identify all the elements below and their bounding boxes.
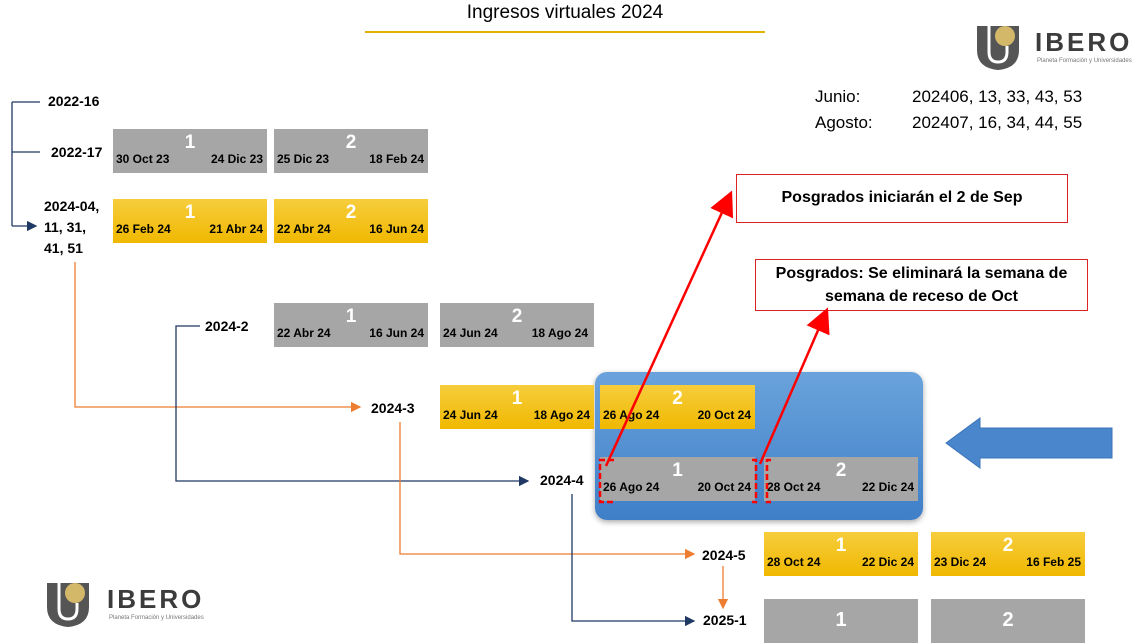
period-start: 22 Abr 24 <box>277 326 331 340</box>
legend-month: Agosto: <box>815 113 873 132</box>
note-posgrados-sep: Posgrados iniciarán el 2 de Sep <box>736 174 1068 223</box>
period-end: 20 Oct 24 <box>697 408 751 422</box>
period-number: 2 <box>672 388 683 409</box>
period-start: 25 Dic 23 <box>277 152 330 166</box>
period-number: 2 <box>1002 609 1014 631</box>
cohort-2024-04: 2024-04, 11, 31, 41, 51 <box>44 198 100 256</box>
red-bracket-left <box>598 458 614 504</box>
period-block-2024-5-1: 28 Oct 24 1 22 Dic 24 <box>764 532 918 576</box>
period-start: 22 Abr 24 <box>277 222 331 236</box>
ibero-logo-top: IBERO Planeta Formación y Universidades <box>975 22 1135 72</box>
legend-codes: 202406, 13, 33, 43, 53 <box>912 87 1083 106</box>
period-start: 24 Jun 24 <box>443 408 498 422</box>
period-block-2024-2-1: 22 Abr 24 1 16 Jun 24 <box>274 303 428 347</box>
note-posgrados-receso: Posgrados: Se eliminará la semana de sem… <box>755 259 1088 311</box>
period-block-2024-5-2: 23 Dic 24 2 16 Feb 25 <box>931 532 1085 576</box>
period-number: 2 <box>345 202 357 223</box>
period-number: 2 <box>345 132 357 153</box>
period-number: 1 <box>835 535 847 556</box>
period-end: 22 Dic 24 <box>861 480 914 494</box>
ibero-shield-icon <box>47 583 89 627</box>
period-block-2022-17-2: 25 Dic 23 2 18 Feb 24 <box>274 129 428 173</box>
arrow-2024-04-to-2024-3 <box>74 262 362 413</box>
big-left-arrow-icon <box>945 417 1113 469</box>
period-block-2024-3-1: 24 Jun 24 1 18 Ago 24 <box>440 385 594 429</box>
period-end: 18 Feb 24 <box>369 152 424 166</box>
period-number: 2 <box>1002 535 1014 556</box>
red-arrow-to-note-sep <box>604 190 734 467</box>
cohort-2025-1: 2025-1 <box>703 612 747 628</box>
cohort-2022-16: 2022-16 <box>48 93 100 109</box>
note-text: Posgrados iniciarán el 2 de Sep <box>781 189 1023 206</box>
period-number: 1 <box>511 388 523 409</box>
period-block-2024-2-2: 24 Jun 24 2 18 Ago 24 <box>440 303 594 347</box>
period-number: 2 <box>511 306 523 327</box>
brand-name: IBERO <box>1035 27 1133 57</box>
red-bracket-right-b <box>765 458 771 504</box>
brand-tagline: Planeta Formación y Universidades <box>109 615 204 621</box>
red-arrow-to-note-receso <box>758 307 830 465</box>
cohort-2022-17: 2022-17 <box>51 144 103 160</box>
legend-codes: 202407, 16, 34, 44, 55 <box>912 113 1083 132</box>
cohort-2024-4: 2024-4 <box>540 472 584 488</box>
period-end: 16 Jun 24 <box>369 326 424 340</box>
note-text: Posgrados: Se eliminará la semana de sem… <box>775 265 1068 305</box>
period-number: 1 <box>835 609 847 631</box>
brand-name: IBERO <box>107 584 205 614</box>
period-number: 1 <box>345 306 357 327</box>
ibero-shield-icon <box>977 26 1019 70</box>
cohort-2024-3: 2024-3 <box>371 400 415 416</box>
legend-row-agosto: Agosto: 202407, 16, 34, 44, 55 <box>815 110 1082 136</box>
intake-codes-legend: Junio: 202406, 13, 33, 43, 53 Agosto: 20… <box>815 84 1082 136</box>
arrow-2024-2-to-2024-4 <box>175 325 530 487</box>
period-number: 1 <box>184 202 196 223</box>
period-block-2024-04-1: 26 Feb 24 1 21 Abr 24 <box>113 199 267 243</box>
period-number: 2 <box>835 460 847 481</box>
period-end: 16 Jun 24 <box>369 222 424 236</box>
period-end: 21 Abr 24 <box>209 222 263 236</box>
legend-month: Junio: <box>815 87 861 106</box>
brand-tagline: Planeta Formación y Universidades <box>1037 58 1132 64</box>
ibero-logo-bottom: IBERO Planeta Formación y Universidades <box>45 578 215 630</box>
period-start: 26 Ago 24 <box>603 480 660 494</box>
period-number: 1 <box>184 132 196 153</box>
period-block-2025-1-1: 1 <box>764 599 918 643</box>
period-start: 23 Dic 24 <box>934 555 987 569</box>
legend-row-junio: Junio: 202406, 13, 33, 43, 53 <box>815 84 1082 110</box>
period-block-2022-17-1: 30 Oct 23 1 24 Dic 23 <box>113 129 267 173</box>
cohort-2024-2: 2024-2 <box>205 318 249 334</box>
arrow-2024-3-to-2024-5 <box>399 422 696 560</box>
period-end: 20 Oct 24 <box>697 480 751 494</box>
period-start: 26 Ago 24 <box>603 408 660 422</box>
period-start: 30 Oct 23 <box>116 152 170 166</box>
period-number: 1 <box>672 460 683 481</box>
cohort-2024-5: 2024-5 <box>702 547 746 563</box>
period-block-2024-4-2: 28 Oct 24 2 22 Dic 24 <box>764 457 918 501</box>
period-block-2024-04-2: 22 Abr 24 2 16 Jun 24 <box>274 199 428 243</box>
period-end: 18 Ago 24 <box>533 408 590 422</box>
period-start: 28 Oct 24 <box>767 555 821 569</box>
period-start: 26 Feb 24 <box>116 222 171 236</box>
period-start: 24 Jun 24 <box>443 326 498 340</box>
period-start: 28 Oct 24 <box>767 480 821 494</box>
period-end: 22 Dic 24 <box>861 555 914 569</box>
period-end: 18 Ago 24 <box>531 326 588 340</box>
page-title: Ingresos virtuales 2024 <box>466 2 664 23</box>
title-underline <box>365 31 765 33</box>
period-end: 16 Feb 25 <box>1026 555 1081 569</box>
red-bracket-right-a <box>752 458 758 504</box>
period-block-2025-1-2: 2 <box>931 599 1085 643</box>
period-end: 24 Dic 23 <box>210 152 263 166</box>
period-block-2024-4-1: 26 Ago 24 1 20 Oct 24 <box>600 457 755 501</box>
arrow-2024-4-to-2025-1 <box>571 494 696 627</box>
